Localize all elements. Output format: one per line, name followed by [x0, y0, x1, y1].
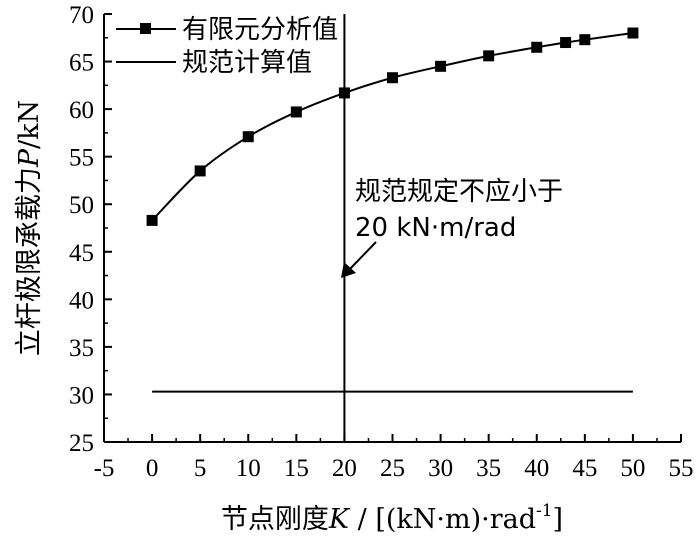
y-axis-title-var: P — [14, 148, 45, 168]
y-tick-label: 35 — [69, 335, 94, 362]
y-tick-label: 30 — [69, 382, 94, 409]
data-point-fea — [531, 41, 543, 53]
series-layer — [146, 14, 639, 442]
y-tick-label: 55 — [69, 145, 94, 172]
x-tick-label: 45 — [572, 455, 597, 482]
data-point-fea — [290, 106, 302, 118]
x-tick-label: 40 — [524, 455, 549, 482]
legend: 有限元分析值 规范计算值 — [116, 15, 338, 78]
y-tick-label: 70 — [69, 2, 94, 29]
x-tick-label: 25 — [380, 455, 405, 482]
data-point-fea — [483, 50, 495, 62]
y-tick-label: 40 — [69, 287, 94, 314]
x-axis-title-close: ] — [553, 504, 564, 535]
y-tick-label: 50 — [69, 192, 94, 219]
y-axis-title: 立杆极限承载力P/kN — [14, 100, 45, 356]
annotation-line-1: 规范规定不应小于 — [355, 177, 563, 207]
y-tick-label: 25 — [69, 430, 94, 457]
annotation-arrow-shaft — [347, 241, 377, 272]
x-tick-label: -5 — [94, 455, 115, 482]
x-tick-label: 55 — [669, 455, 694, 482]
data-point-fea — [627, 27, 639, 39]
x-tick-label: 15 — [284, 455, 309, 482]
x-tick-label: 50 — [620, 455, 645, 482]
data-point-fea — [194, 165, 206, 177]
legend-label-code: 规范计算值 — [182, 48, 312, 78]
x-axis-title-sup: -1 — [536, 501, 553, 521]
x-axis-title-main: 节点刚度 — [221, 504, 329, 535]
y-tick-label: 45 — [69, 240, 94, 267]
x-tick-label: 10 — [236, 455, 261, 482]
data-point-fea — [242, 131, 254, 143]
data-point-fea — [560, 37, 572, 49]
legend-marker-fea — [140, 23, 151, 34]
x-axis-title: 节点刚度K / [(kN·m)·rad-1] — [221, 501, 563, 535]
y-tick-label: 65 — [69, 50, 94, 77]
y-axis-title-main: 立杆极限承载力 — [14, 167, 45, 356]
x-tick-label: 5 — [194, 455, 207, 482]
annotation-line-2: 20 kN·m/rad — [355, 213, 516, 243]
x-axis-title-unit: / [(kN·m)·rad — [349, 504, 536, 535]
data-point-fea — [579, 34, 591, 46]
annotation: 规范规定不应小于 20 kN·m/rad — [341, 177, 563, 278]
data-point-fea — [435, 60, 447, 72]
x-tick-label: 35 — [476, 455, 501, 482]
data-point-fea — [387, 72, 398, 84]
annotation-arrowhead — [341, 262, 356, 278]
tick-group: -5 0 5 10 15 20 25 30 35 40 45 50 55 25 30 35 40 45 50 55 60… — [69, 2, 694, 482]
x-axis-title-var: K — [328, 504, 351, 535]
data-point-fea — [146, 214, 158, 226]
x-tick-label: 20 — [332, 455, 357, 482]
x-tick-label: 30 — [428, 455, 453, 482]
y-axis-title-unit: /kN — [14, 100, 45, 149]
y-tick-label: 60 — [69, 97, 94, 124]
x-tick-label: 0 — [146, 455, 159, 482]
legend-label-fea: 有限元分析值 — [182, 15, 338, 45]
